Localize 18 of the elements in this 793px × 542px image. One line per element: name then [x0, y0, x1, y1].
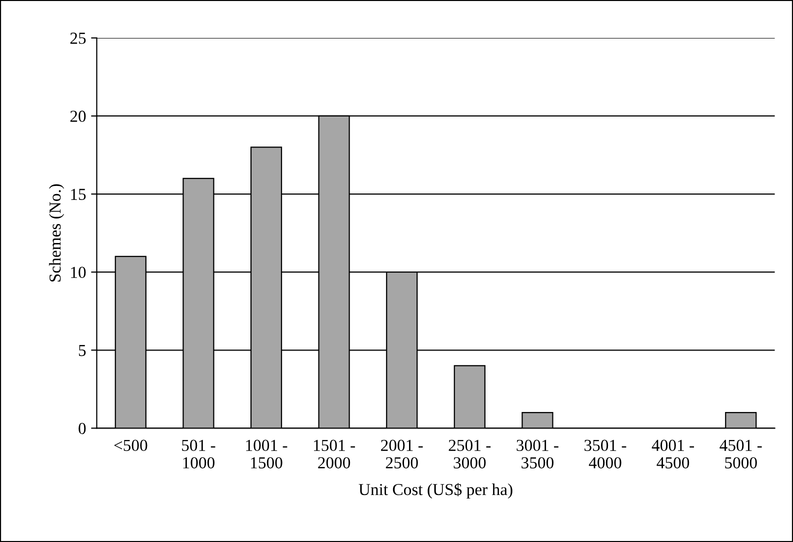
- y-tick-label: 10: [71, 266, 86, 278]
- x-tick-label: 3501 - 4000: [584, 440, 626, 468]
- x-tick-label: 501 - 1000: [182, 440, 216, 468]
- y-axis-title: Schemes (No.): [48, 184, 64, 282]
- y-tick-label: 15: [71, 188, 86, 200]
- y-tick-label: 0: [78, 422, 86, 434]
- x-tick-label: 4501 - 5000: [720, 440, 762, 468]
- x-tick-label: 4001 - 4500: [652, 440, 694, 468]
- y-tick-label: 5: [78, 345, 86, 356]
- x-tick-label: 1501 - 2000: [314, 440, 355, 468]
- x-tick-label: 2501 - 3000: [448, 440, 491, 468]
- x-tick-label: 2001 - 2500: [381, 440, 423, 468]
- x-axis-title: Unit Cost (US$ per ha): [358, 482, 512, 499]
- y-tick-label: 20: [70, 110, 86, 122]
- x-tick-label: 3001 - 3500: [516, 440, 558, 468]
- x-tick-label: 1001 - 1500: [246, 440, 288, 468]
- y-tick-label: 25: [70, 32, 86, 44]
- x-tick-label: <500: [114, 440, 148, 452]
